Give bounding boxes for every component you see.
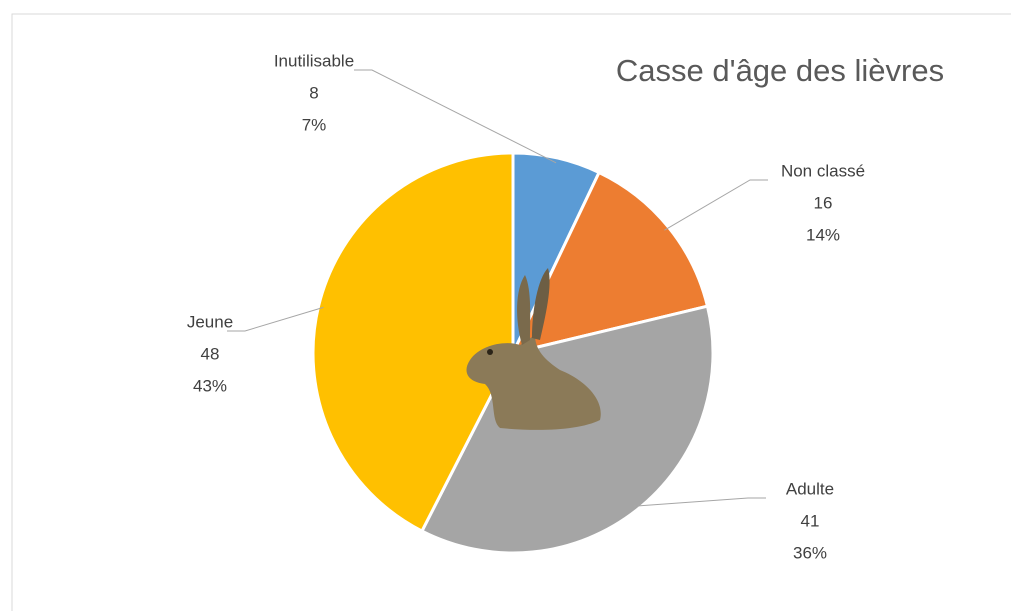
chart-title: Casse d'âge des lièvres xyxy=(616,53,944,88)
percent-label: 7% xyxy=(302,115,327,134)
leader-line xyxy=(633,497,766,507)
hare-body xyxy=(466,335,601,430)
leader-line xyxy=(664,179,768,231)
category-label: Inutilisable xyxy=(274,51,354,70)
pie-slice xyxy=(419,304,715,555)
data-labels: Inutilisable 8 7% Non classé 16 14% Adulte 41 36… xyxy=(187,51,865,562)
value-label: 48 xyxy=(201,344,220,363)
hare-ear xyxy=(517,275,531,345)
pie-slice xyxy=(311,151,515,534)
category-label: Jeune xyxy=(187,312,233,331)
leader-line xyxy=(354,69,557,164)
percent-label: 43% xyxy=(193,376,227,395)
category-label: Adulte xyxy=(786,479,834,498)
hare-illustration xyxy=(466,268,601,430)
pie-slice xyxy=(510,170,710,356)
percent-label: 14% xyxy=(806,225,840,244)
hare-ear xyxy=(532,268,550,340)
value-label: 16 xyxy=(814,193,833,212)
category-label: Non classé xyxy=(781,161,865,180)
value-label: 8 xyxy=(309,83,318,102)
value-label: 41 xyxy=(801,511,820,530)
pie xyxy=(311,151,715,555)
hare-eye xyxy=(487,349,493,355)
leader-line xyxy=(227,306,324,332)
percent-label: 36% xyxy=(793,543,827,562)
